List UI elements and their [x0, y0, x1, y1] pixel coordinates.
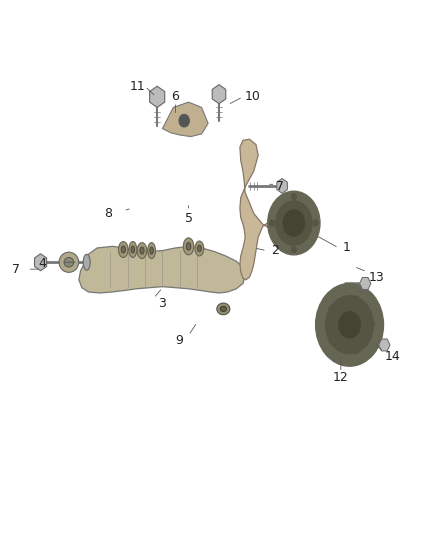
Circle shape	[339, 312, 360, 338]
Text: 5: 5	[184, 212, 193, 225]
Text: 3: 3	[158, 297, 166, 310]
Circle shape	[283, 210, 305, 236]
Circle shape	[268, 191, 320, 255]
Ellipse shape	[137, 243, 147, 259]
Text: 12: 12	[333, 372, 349, 384]
Circle shape	[269, 220, 275, 226]
Text: 7: 7	[12, 263, 20, 276]
Circle shape	[179, 114, 189, 127]
Polygon shape	[212, 85, 226, 104]
Ellipse shape	[195, 241, 204, 256]
Ellipse shape	[148, 243, 155, 259]
Text: 13: 13	[369, 271, 385, 284]
Ellipse shape	[83, 254, 90, 270]
Ellipse shape	[217, 303, 230, 315]
Circle shape	[329, 305, 336, 314]
Text: 14: 14	[385, 350, 400, 363]
Circle shape	[352, 344, 360, 354]
Circle shape	[367, 320, 374, 329]
Ellipse shape	[118, 241, 128, 257]
Polygon shape	[277, 179, 287, 193]
Circle shape	[291, 193, 297, 200]
Text: 7: 7	[276, 181, 283, 193]
Text: 10: 10	[245, 90, 261, 103]
Text: 2: 2	[271, 244, 279, 257]
Ellipse shape	[220, 306, 226, 312]
Circle shape	[325, 296, 374, 354]
Text: 1: 1	[343, 241, 351, 254]
Circle shape	[313, 220, 318, 226]
Polygon shape	[240, 139, 315, 280]
Polygon shape	[150, 86, 165, 108]
Ellipse shape	[121, 246, 125, 253]
Circle shape	[276, 201, 312, 245]
Ellipse shape	[186, 243, 191, 250]
Polygon shape	[379, 339, 390, 351]
Polygon shape	[360, 278, 371, 289]
Circle shape	[329, 335, 336, 344]
Ellipse shape	[131, 246, 134, 253]
Polygon shape	[162, 102, 208, 136]
Ellipse shape	[64, 257, 74, 267]
Polygon shape	[79, 246, 245, 293]
Text: 6: 6	[172, 90, 180, 103]
Ellipse shape	[184, 238, 194, 255]
Text: 9: 9	[176, 334, 184, 347]
Text: 8: 8	[104, 207, 112, 220]
Circle shape	[316, 284, 384, 366]
Circle shape	[291, 246, 297, 253]
Ellipse shape	[140, 247, 144, 254]
Text: 4: 4	[39, 257, 46, 270]
Circle shape	[352, 296, 360, 305]
Polygon shape	[35, 254, 46, 271]
Ellipse shape	[59, 252, 79, 272]
Ellipse shape	[129, 241, 137, 257]
Ellipse shape	[150, 247, 153, 254]
Ellipse shape	[198, 245, 201, 252]
Text: 11: 11	[130, 80, 145, 93]
